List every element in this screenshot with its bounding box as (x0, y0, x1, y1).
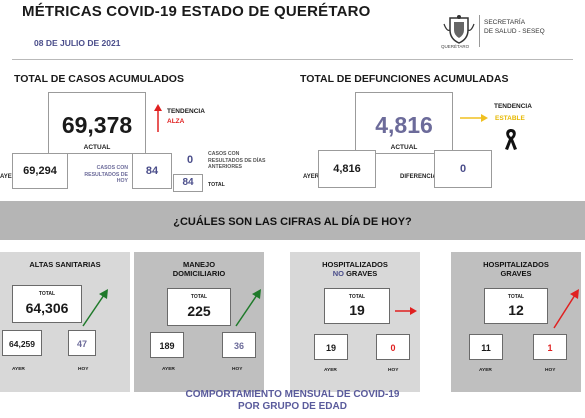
report-date: 08 DE JULIO DE 2021 (34, 38, 121, 48)
card-total-value: 64,306 (25, 300, 69, 316)
mourning-ribbon-icon (505, 129, 517, 150)
trend-right-arrow-icon (395, 307, 417, 315)
deaths-total-label: ACTUAL (390, 144, 418, 151)
agency-line-2: DE SALUD - SESEQ (484, 28, 545, 35)
deaths-total-box: 4,816 ACTUAL (355, 92, 453, 154)
card-today-value: 47 (76, 339, 87, 349)
card-yesterday-value: 19 (325, 343, 336, 353)
card-altas-sanitarias: ALTAS SANITARIAS TOTAL 64,306 64,259 47 … (0, 252, 130, 392)
card-title-line-1: MANEJO (182, 260, 216, 269)
card-yesterday-box: 11 (469, 334, 503, 360)
footer-line-2: POR GRUPO DE EDAD (238, 401, 347, 412)
card-today-label: HOY (78, 367, 89, 372)
card-total-box: TOTAL 225 (167, 288, 231, 326)
card-total-label: TOTAL (348, 294, 366, 300)
card-today-label: HOY (545, 368, 556, 373)
cases-results-today-box: 84 (132, 153, 172, 189)
card-total-value: 19 (349, 302, 365, 318)
cases-sum-value: 84 (182, 177, 194, 188)
card-yesterday-label: AYER (324, 368, 337, 373)
card-yesterday-label: AYER (12, 367, 25, 372)
deaths-diff-label: DIFERENCIA (400, 174, 437, 180)
card-title-no: NO (332, 269, 345, 278)
cases-yesterday-label: AYER (0, 174, 17, 180)
cases-sum-label: TOTAL (208, 182, 225, 188)
card-total-label: TOTAL (190, 294, 208, 300)
logo-divider (479, 15, 480, 47)
cases-yesterday-value: 69,294 (23, 165, 57, 177)
cases-trend-label: TENDENCIA (167, 108, 205, 115)
agency-line-1: SECRETARÍA (484, 19, 526, 26)
card-yesterday-value: 189 (159, 341, 175, 351)
card-title-line-2: DOMICILIARIO (172, 269, 226, 278)
agency-name: SECRETARÍA DE SALUD - SESEQ (484, 18, 545, 36)
card-yesterday-value: 64,259 (9, 339, 35, 349)
cases-heading: TOTAL DE CASOS ACUMULADOS (14, 73, 184, 85)
cases-prev-days-label: CASOS CON RESULTADOS DE DÍAS ANTERIORES (208, 151, 266, 170)
trend-up-arrow-icon (154, 104, 162, 132)
trend-stable-arrow-icon (460, 114, 488, 122)
footer-line-1: COMPORTAMIENTO MENSUAL DE COVID-19 (185, 389, 400, 400)
card-today-box: 36 (222, 332, 256, 358)
cases-total-value: 69,378 (61, 112, 133, 138)
card-total-value: 12 (508, 302, 524, 318)
card-yesterday-label: AYER (162, 367, 175, 372)
cases-results-today-value: 84 (145, 165, 159, 177)
logo-wordmark: QUERÉTARO (441, 44, 470, 49)
page-title: MÉTRICAS COVID-19 ESTADO DE QUERÉTARO (22, 3, 371, 20)
card-today-label: HOY (232, 367, 243, 372)
card-hospitalizados-graves: HOSPITALIZADOS GRAVES TOTAL 12 11 1 AYER… (451, 252, 581, 392)
deaths-yesterday-box: 4,816 (318, 150, 376, 188)
deaths-yesterday-label: AYER (303, 174, 320, 180)
card-total-label: TOTAL (38, 291, 56, 297)
card-today-value: 0 (390, 343, 396, 353)
card-title: ALTAS SANITARIAS (29, 260, 101, 269)
deaths-total-value: 4,816 (375, 112, 433, 138)
card-title-line-2: GRAVES (500, 269, 532, 278)
card-yesterday-box: 64,259 (2, 330, 42, 356)
deaths-yesterday-value: 4,816 (333, 163, 361, 175)
trend-up-arrow-icon (235, 289, 261, 327)
card-today-box: 47 (68, 330, 96, 356)
deaths-diff-value: 0 (459, 163, 467, 175)
header-divider (12, 59, 573, 60)
card-manejo-domiciliario: MANEJO DOMICILIARIO TOTAL 225 189 36 AYE… (134, 252, 264, 392)
card-title-line-1: HOSPITALIZADOS (322, 260, 388, 269)
deaths-trend-value: ESTABLE (495, 115, 525, 122)
cases-total-label: ACTUAL (83, 144, 111, 151)
card-today-value: 36 (233, 341, 244, 351)
card-yesterday-value: 11 (481, 343, 491, 353)
card-total-box: TOTAL 19 (324, 288, 390, 324)
card-total-value: 225 (187, 303, 211, 319)
cases-results-today-label: CASOS CON RESULTADOS DE HOY (84, 165, 128, 184)
card-today-label: HOY (388, 368, 399, 373)
card-today-box: 1 (533, 334, 567, 360)
cases-trend-value: ALZA (167, 118, 185, 125)
section-banner (0, 201, 585, 240)
cases-prev-days-value: 0 (186, 154, 194, 166)
card-yesterday-box: 189 (150, 332, 184, 358)
deaths-diff-box: 0 (434, 150, 492, 188)
banner-text: ¿CUÁLES SON LAS CIFRAS AL DÍA DE HOY? (173, 216, 412, 228)
card-total-label: TOTAL (507, 294, 525, 300)
cases-yesterday-box: 69,294 (12, 153, 68, 189)
card-total-box: TOTAL 64,306 (12, 285, 82, 323)
cases-sum-box: 84 (173, 174, 203, 192)
deaths-heading: TOTAL DE DEFUNCIONES ACUMULADAS (300, 73, 509, 85)
card-hospitalizados-no-graves: HOSPITALIZADOS NO GRAVES TOTAL 19 19 0 A… (290, 252, 420, 392)
cases-total-box: 69,378 ACTUAL (48, 92, 146, 154)
state-seal-icon (443, 15, 475, 44)
deaths-trend-label: TENDENCIA (494, 103, 532, 110)
card-yesterday-box: 19 (314, 334, 348, 360)
trend-up-arrow-icon (82, 289, 108, 327)
card-yesterday-label: AYER (479, 368, 492, 373)
card-title-graves: GRAVES (344, 269, 378, 278)
card-today-box: 0 (376, 334, 410, 360)
card-today-value: 1 (547, 343, 553, 353)
footer-title: COMPORTAMIENTO MENSUAL DE COVID-19 POR G… (0, 389, 585, 413)
trend-up-arrow-icon (553, 289, 579, 329)
card-total-box: TOTAL 12 (484, 288, 548, 324)
card-title-line-1: HOSPITALIZADOS (483, 260, 549, 269)
card-title-line-2: NO GRAVES (290, 269, 420, 278)
